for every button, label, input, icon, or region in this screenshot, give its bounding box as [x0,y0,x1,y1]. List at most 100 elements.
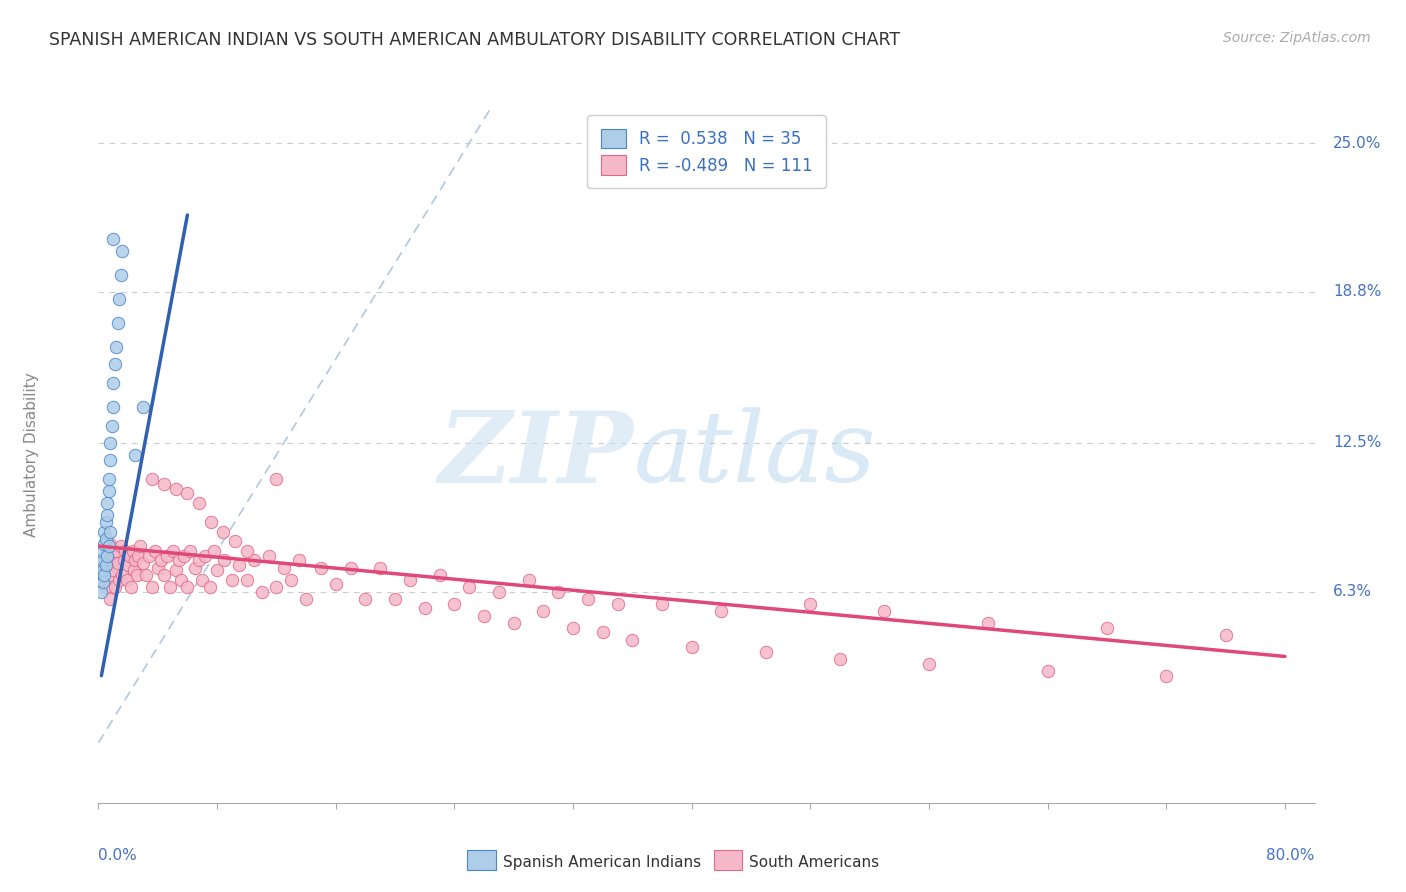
Point [108,292,131,306]
Point [295,591,318,606]
Point [98,591,121,606]
Point [165,482,187,496]
Point [250,584,273,599]
Point [517,573,540,587]
Point [111,244,134,258]
Point [94,558,117,573]
Point [443,597,465,611]
Point [799,597,821,611]
Point [176,486,198,500]
Point [100,419,122,434]
Point [107,556,129,570]
Point [399,573,422,587]
Point [104,357,127,371]
Point [91,563,114,577]
Point [114,544,136,558]
Point [918,657,941,671]
Point [1156,668,1178,682]
Point [97,539,120,553]
Point [93,524,115,539]
Point [228,558,250,573]
Point [96,549,118,563]
Point [828,652,851,666]
Point [354,591,377,606]
Point [1215,628,1237,642]
Point [621,632,644,647]
Point [339,560,361,574]
Point [129,539,152,553]
Point [547,584,569,599]
Point [103,232,125,246]
Point [91,553,114,567]
Point [94,580,117,594]
Text: Source: ZipAtlas.com: Source: ZipAtlas.com [1223,31,1371,45]
Point [651,597,673,611]
Point [108,573,131,587]
Point [98,436,121,450]
Point [111,567,134,582]
Point [1036,664,1059,678]
Point [93,537,115,551]
Point [755,645,778,659]
Point [202,544,225,558]
Point [592,625,614,640]
Point [235,573,257,587]
Point [977,615,1000,630]
Point [98,537,121,551]
Point [103,376,125,390]
Point [94,532,117,546]
Point [179,544,201,558]
Point [89,573,111,587]
Point [384,591,406,606]
Point [194,549,217,563]
Point [429,567,451,582]
Point [91,575,114,590]
Point [488,584,510,599]
Point [100,556,122,570]
Text: 6.3%: 6.3% [1333,584,1372,599]
Point [90,566,112,580]
Point [110,539,132,553]
Point [266,472,288,486]
Text: 0.0%: 0.0% [98,848,138,863]
Point [287,553,309,567]
Point [105,544,128,558]
Point [221,573,243,587]
Point [90,556,112,570]
Text: ZIP: ZIP [439,407,634,503]
Point [143,544,166,558]
Point [681,640,703,654]
Point [472,608,495,623]
Legend: R =  0.538   N = 35, R = -0.489   N = 111: R = 0.538 N = 35, R = -0.489 N = 111 [588,115,825,188]
Text: South Americans: South Americans [748,855,879,870]
Point [198,580,221,594]
Point [124,448,146,462]
Point [98,524,121,539]
Point [173,549,195,563]
Point [212,524,235,539]
Point [184,560,207,574]
Point [115,573,138,587]
Point [309,560,332,574]
Point [458,580,481,594]
Point [103,400,125,414]
Point [502,615,524,630]
Point [96,508,118,522]
Point [873,604,896,618]
Point [110,268,132,282]
Point [149,553,172,567]
Point [257,549,280,563]
Point [146,560,169,574]
Point [93,567,115,582]
Point [97,472,120,486]
Text: 18.8%: 18.8% [1333,285,1381,300]
Point [156,549,179,563]
Text: 80.0%: 80.0% [1267,848,1315,863]
Point [200,515,222,529]
Point [112,553,135,567]
Point [91,544,114,558]
Point [531,604,554,618]
Text: Spanish American Indians: Spanish American Indians [503,855,700,870]
Point [576,591,599,606]
Point [368,560,391,574]
